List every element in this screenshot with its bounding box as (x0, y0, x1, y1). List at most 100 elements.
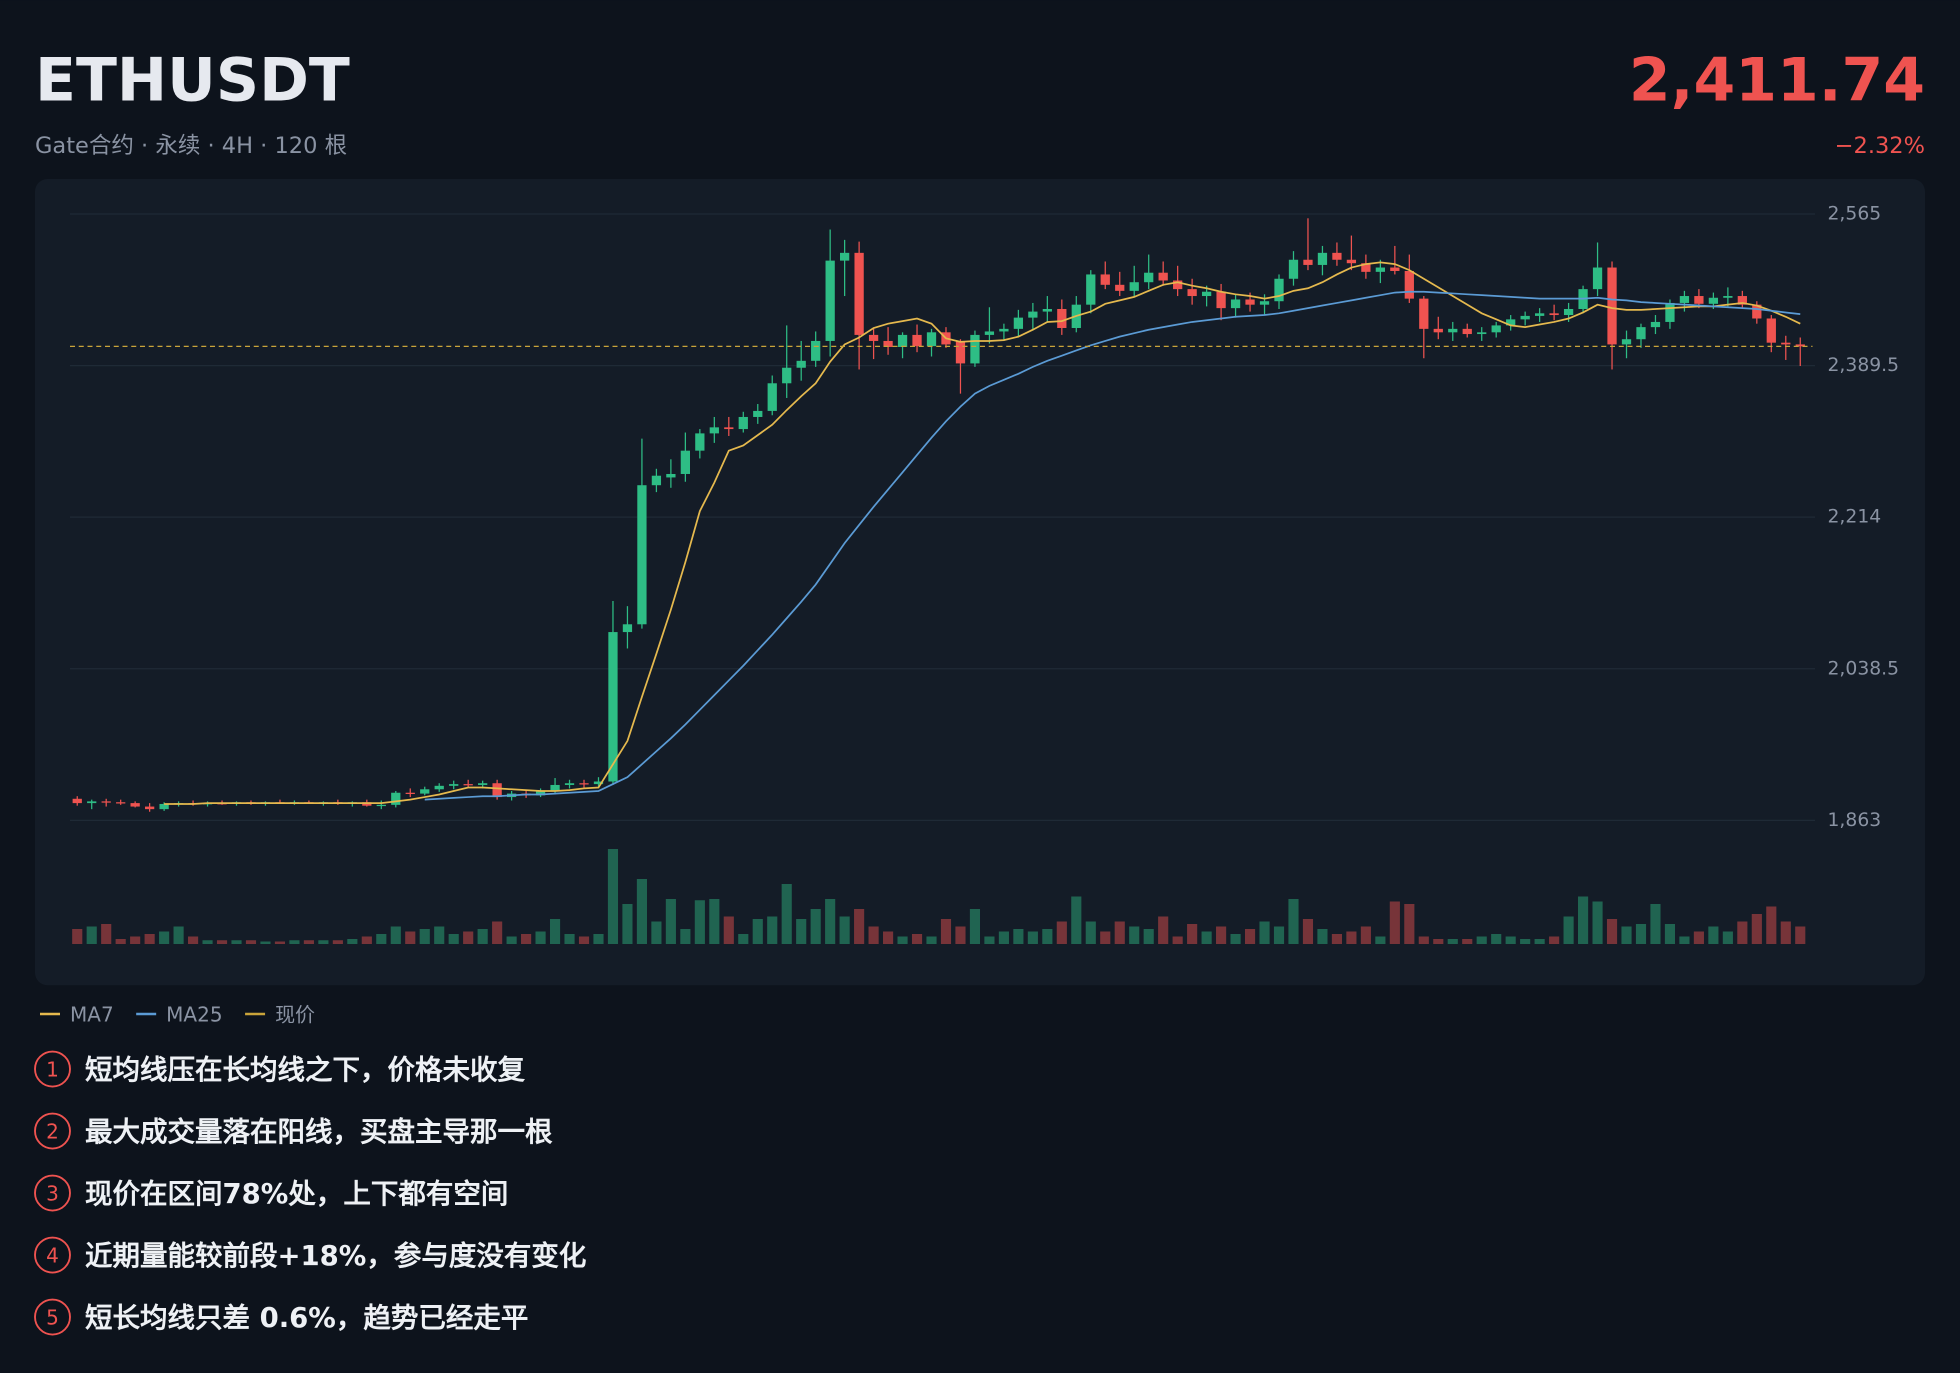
candle-body (984, 331, 995, 335)
ma-line (164, 261, 1801, 805)
candle-body (376, 804, 386, 807)
volume-bar (1549, 936, 1560, 944)
volume-bar (1216, 926, 1227, 944)
volume-bar (72, 929, 83, 944)
volume-bar (1288, 899, 1299, 944)
volume-bar (231, 940, 242, 944)
volume-bar (1621, 926, 1632, 944)
volume-bar (998, 931, 1009, 944)
volume-bar (463, 931, 474, 944)
candle-body (1201, 291, 1212, 297)
volume-bar (1375, 936, 1386, 944)
volume-bar (1635, 924, 1647, 944)
candle-body (970, 334, 980, 364)
candle-body (550, 784, 560, 792)
price-change: −2.32% (1835, 133, 1925, 159)
volume-bar (665, 899, 676, 944)
volume-bar (883, 931, 894, 944)
volume-bar (86, 926, 97, 944)
candle-body (579, 783, 589, 785)
volume-bar (260, 941, 271, 944)
legend-label: MA25 (166, 1003, 222, 1027)
candle-body (1491, 325, 1501, 333)
candle-body (1173, 280, 1183, 290)
volume-bar (1360, 926, 1371, 944)
last-price: 2,411.74 (1629, 45, 1925, 115)
candle-body (1013, 317, 1024, 329)
candle-body (868, 334, 879, 341)
volume-bar (926, 936, 937, 944)
candle-body (159, 803, 169, 810)
candle-body (680, 450, 690, 474)
volume-bar (1679, 936, 1690, 944)
volume-bar (202, 940, 213, 944)
volume-bar (694, 900, 705, 944)
note-number: 5 (46, 1306, 59, 1330)
candle-body (1028, 311, 1038, 318)
volume-bar (1795, 926, 1806, 944)
candle-body (1737, 296, 1747, 305)
candle-body (1187, 289, 1197, 297)
volume-bar (1606, 919, 1618, 944)
y-tick-label: 2,389.5 (1828, 355, 1900, 376)
note-badge (34, 1174, 71, 1212)
note-number: 4 (46, 1244, 59, 1268)
candle-body (1346, 259, 1357, 264)
volume-bar (448, 934, 459, 944)
candle-body (492, 783, 502, 798)
volume-bar (1201, 931, 1212, 944)
volume-bar (1027, 931, 1038, 944)
candle-body (1650, 321, 1661, 328)
y-tick-label: 2,038.5 (1828, 658, 1900, 679)
note-badge (34, 1050, 71, 1088)
volume-bar (564, 934, 575, 944)
volume-bar (1042, 929, 1053, 944)
candle-body (116, 802, 126, 804)
volume-bar (578, 936, 590, 944)
volume-bar (1346, 931, 1357, 944)
candle-body (637, 485, 647, 625)
volume-bar (274, 941, 286, 944)
volume-bar (1592, 901, 1603, 944)
volume-bar (969, 909, 981, 944)
candle-body (1506, 319, 1516, 326)
candle-body (955, 340, 966, 364)
volume-bar (1693, 931, 1704, 944)
volume-bar (1143, 929, 1154, 944)
candle-body (87, 801, 97, 804)
candle-body (782, 367, 792, 384)
volume-bar (607, 849, 619, 944)
volume-bar (1244, 929, 1256, 944)
volume-bar (535, 931, 546, 944)
volume-bar (1071, 896, 1082, 944)
candle-body (724, 427, 734, 430)
legend-label: MA7 (70, 1003, 114, 1027)
volume-bar (839, 916, 850, 944)
volume-bar (622, 904, 633, 944)
candle-body (434, 785, 444, 790)
volume-bar (1389, 901, 1400, 944)
volume-bar (955, 926, 966, 944)
volume-bar (1418, 936, 1429, 944)
volume-bar (303, 940, 314, 944)
candle-body (1259, 301, 1270, 305)
volume-bar (752, 919, 763, 944)
volume-bar (1317, 929, 1328, 944)
candle-body (1694, 296, 1704, 304)
volume-bar (723, 916, 734, 944)
candle-body (897, 334, 908, 348)
volume-bar (1534, 939, 1545, 944)
candle-body (1781, 342, 1791, 345)
candle-body (1723, 296, 1733, 298)
volume-bar (911, 934, 923, 944)
candle-body (101, 801, 111, 803)
candle-body (1057, 308, 1067, 328)
candle-body (1419, 298, 1429, 329)
volume-bar (492, 921, 503, 944)
note-number: 2 (46, 1120, 59, 1144)
candle-body (608, 632, 618, 782)
volume-bar (1013, 929, 1024, 944)
volume-bar (1505, 936, 1516, 944)
